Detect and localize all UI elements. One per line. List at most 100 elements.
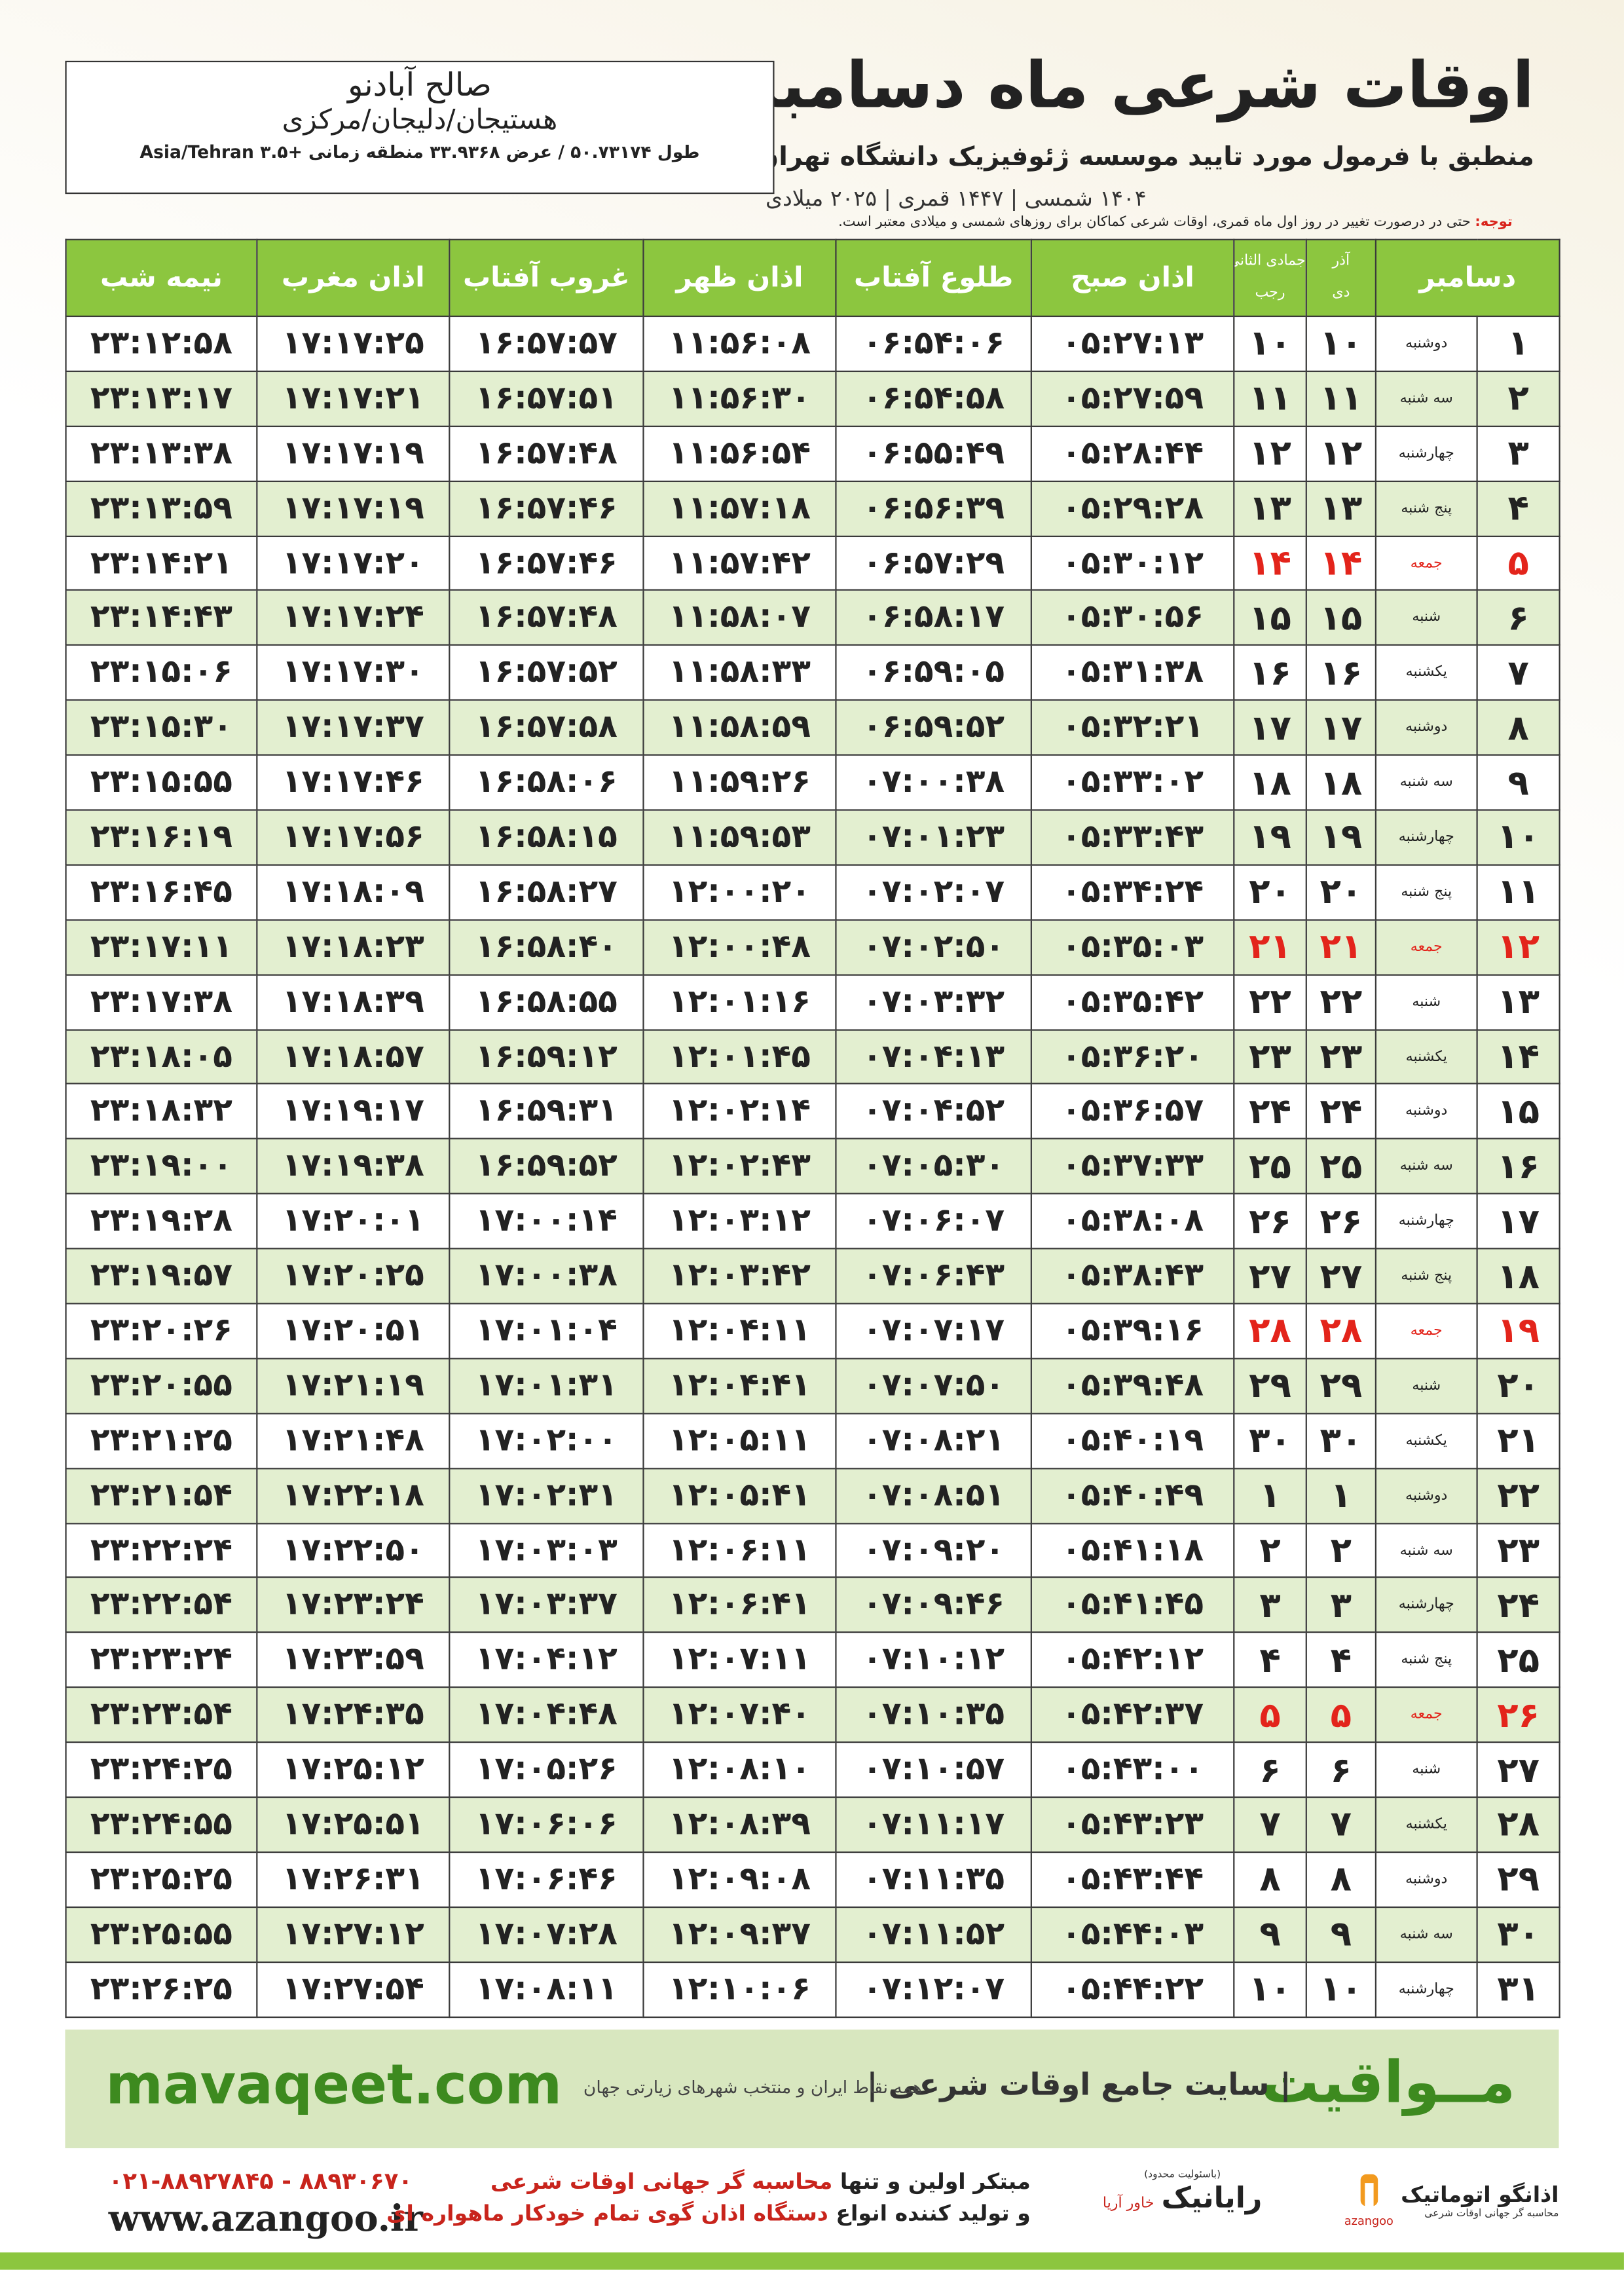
header-sub: جمادی الثانی (1234, 253, 1306, 270)
lunar-day: ۱۷ (1233, 699, 1307, 756)
midnight: ۲۳:۱۹:۲۸ (65, 1193, 258, 1250)
sunrise: ۰۷:۱۱:۳۵ (835, 1851, 1032, 1908)
table-row: ۲ سه شنبه ۱۱ ۱۱ ۰۵:۲۷:۵۹ ۰۶:۵۴:۵۸ ۱۱:۵۶:۳۰ ۱۶:۵… (65, 370, 1560, 427)
table-row: ۳۱ چهارشنبه ۱۰ ۱۰ ۰۵:۴۴:۲۲ ۰۷:۱۲:۰۷ ۱۲:۱۰:۰۶ ۱۷… (65, 1961, 1560, 2018)
promo-text: و تولید کننده انواع (836, 2200, 1031, 2227)
site-url[interactable]: mavaqeet.com (105, 2053, 563, 2117)
sunrise: ۰۷:۰۳:۳۲ (835, 973, 1032, 1030)
lunar-day: ۹ (1233, 1906, 1307, 1963)
dates: ۱۴۰۴ شمسی | ۱۴۴۷ قمری | ۲۰۲۵ میلادی (766, 185, 1147, 212)
fajr: ۰۵:۳۶:۲۰ (1030, 1028, 1235, 1085)
day-number: ۳۰ (1476, 1906, 1560, 1963)
dhuhr: ۱۲:۰۹:۰۸ (642, 1851, 837, 1908)
logo-rayanik: (باسئولیت محدود) رایانیک خاور آریا (1103, 2168, 1262, 2215)
sunset: ۱۶:۵۹:۵۲ (449, 1138, 644, 1195)
logo-icon (1360, 2174, 1378, 2206)
sunset: ۱۶:۵۷:۵۱ (449, 370, 644, 427)
midnight: ۲۳:۲۱:۵۴ (65, 1467, 258, 1524)
day-number: ۲۳ (1476, 1522, 1560, 1579)
location-region: هستیجان/دلیجان/مرکزی (282, 104, 558, 136)
sunset: ۱۶:۵۷:۴۸ (449, 589, 644, 646)
maghrib: ۱۷:۱۸:۲۳ (256, 919, 451, 976)
midnight: ۲۳:۱۲:۵۸ (65, 315, 258, 372)
weekday: دوشنبه (1375, 699, 1478, 756)
solar-day: ۱۰ (1305, 315, 1376, 372)
weekday: یکشنبه (1375, 1412, 1478, 1469)
dhuhr: ۱۲:۰۸:۳۹ (642, 1796, 837, 1853)
lunar-day: ۱۵ (1233, 589, 1307, 646)
sunrise: ۰۷:۰۶:۰۷ (835, 1193, 1032, 1250)
midnight: ۲۳:۲۲:۲۴ (65, 1522, 258, 1579)
sunrise: ۰۷:۰۴:۵۲ (835, 1083, 1032, 1140)
lunar-day: ۶ (1233, 1741, 1307, 1798)
table-row: ۳ چهارشنبه ۱۲ ۱۲ ۰۵:۲۸:۴۴ ۰۶:۵۵:۴۹ ۱۱:۵۶:۵۴ ۱۶:… (65, 425, 1560, 482)
day-number: ۱۸ (1476, 1248, 1560, 1305)
table-row: ۱۶ سه شنبه ۲۵ ۲۵ ۰۵:۳۷:۳۳ ۰۷:۰۵:۳۰ ۱۲:۰۲:۴۳ ۱۶:… (65, 1138, 1560, 1195)
midnight: ۲۳:۱۵:۰۶ (65, 644, 258, 701)
header-sub: دی (1332, 285, 1350, 301)
midnight: ۲۳:۱۳:۵۹ (65, 480, 258, 537)
maghrib: ۱۷:۱۹:۳۸ (256, 1138, 451, 1195)
weekday: جمعه (1375, 1686, 1478, 1743)
sunset: ۱۷:۰۳:۳۷ (449, 1577, 644, 1634)
dhuhr: ۱۱:۵۸:۵۹ (642, 699, 837, 756)
weekday: شنبه (1375, 973, 1478, 1030)
sunrise: ۰۷:۱۰:۱۲ (835, 1631, 1032, 1688)
fajr: ۰۵:۴۱:۴۵ (1030, 1577, 1235, 1634)
midnight: ۲۳:۲۳:۵۴ (65, 1686, 258, 1743)
fajr: ۰۵:۴۱:۱۸ (1030, 1522, 1235, 1579)
dhuhr: ۱۱:۵۶:۰۸ (642, 315, 837, 372)
dhuhr: ۱۱:۵۷:۴۲ (642, 534, 837, 591)
sunrise: ۰۷:۰۵:۳۰ (835, 1138, 1032, 1195)
solar-day: ۲۲ (1305, 973, 1376, 1030)
sunrise: ۰۷:۰۴:۱۳ (835, 1028, 1032, 1085)
solar-day: ۱۶ (1305, 644, 1376, 701)
midnight: ۲۳:۱۷:۱۱ (65, 919, 258, 976)
maghrib: ۱۷:۱۷:۲۵ (256, 315, 451, 372)
sunrise: ۰۶:۵۵:۴۹ (835, 425, 1032, 482)
midnight: ۲۳:۲۵:۲۵ (65, 1851, 258, 1908)
url[interactable]: www.azangoo.ir (108, 2197, 424, 2240)
logo-text: رایانیک (1161, 2180, 1263, 2215)
location-name: صالح آبادنو (347, 67, 492, 105)
dhuhr: ۱۱:۵۹:۵۳ (642, 809, 837, 866)
weekday: یکشنبه (1375, 1796, 1478, 1853)
day-number: ۲۰ (1476, 1358, 1560, 1415)
maghrib: ۱۷:۲۰:۲۵ (256, 1248, 451, 1305)
day-number: ۱ (1476, 315, 1560, 372)
weekday: چهارشنبه (1375, 1577, 1478, 1634)
dhuhr: ۱۱:۵۸:۰۷ (642, 589, 837, 646)
day-number: ۱۹ (1476, 1303, 1560, 1360)
day-number: ۳ (1476, 425, 1560, 482)
table-row: ۹ سه شنبه ۱۸ ۱۸ ۰۵:۳۳:۰۲ ۰۷:۰۰:۳۸ ۱۱:۵۹:۲۶ ۱۶:۵… (65, 754, 1560, 811)
weekday: پنج شنبه (1375, 1248, 1478, 1305)
solar-day: ۱۲ (1305, 425, 1376, 482)
header-cell: آذر دی (1305, 238, 1376, 318)
phone: ۰۲۱-۸۸۹۲۷۸۴۵ - ۸۸۹۳۰۶۷۰ (108, 2167, 413, 2195)
day-number: ۴ (1476, 480, 1560, 537)
maghrib: ۱۷:۱۷:۳۰ (256, 644, 451, 701)
table-row: ۵ جمعه ۱۴ ۱۴ ۰۵:۳۰:۱۲ ۰۶:۵۷:۲۹ ۱۱:۵۷:۴۲ ۱۶:۵۷:۴… (65, 534, 1560, 591)
fajr: ۰۵:۳۸:۰۸ (1030, 1193, 1235, 1250)
dhuhr: ۱۲:۰۳:۴۲ (642, 1248, 837, 1305)
table-row: ۲۵ پنج شنبه ۴ ۴ ۰۵:۴۲:۱۲ ۰۷:۱۰:۱۲ ۱۲:۰۷:۱۱ ۱۷:۰… (65, 1631, 1560, 1688)
sunrise: ۰۶:۵۸:۱۷ (835, 589, 1032, 646)
weekday: پنج شنبه (1375, 480, 1478, 537)
weekday: دوشنبه (1375, 315, 1478, 372)
sunset: ۱۶:۵۸:۴۰ (449, 919, 644, 976)
table-row: ۴ پنج شنبه ۱۳ ۱۳ ۰۵:۲۹:۲۸ ۰۶:۵۶:۳۹ ۱۱:۵۷:۱۸ ۱۶:… (65, 480, 1560, 537)
table-row: ۱۱ پنج شنبه ۲۰ ۲۰ ۰۵:۳۴:۲۴ ۰۷:۰۲:۰۷ ۱۲:۰۰:۲۰ ۱۶… (65, 864, 1560, 921)
midnight: ۲۳:۲۰:۲۶ (65, 1303, 258, 1360)
day-number: ۲۲ (1476, 1467, 1560, 1524)
midnight: ۲۳:۱۳:۳۸ (65, 425, 258, 482)
table-row: ۱۲ جمعه ۲۱ ۲۱ ۰۵:۳۵:۰۳ ۰۷:۰۲:۵۰ ۱۲:۰۰:۴۸ ۱۶:۵۸:… (65, 919, 1560, 976)
fajr: ۰۵:۳۲:۲۱ (1030, 699, 1235, 756)
lunar-day: ۱۸ (1233, 754, 1307, 811)
midnight: ۲۳:۲۶:۲۵ (65, 1961, 258, 2018)
day-number: ۹ (1476, 754, 1560, 811)
day-number: ۷ (1476, 644, 1560, 701)
header-cell: نیمه شب (65, 238, 258, 318)
day-number: ۱۰ (1476, 809, 1560, 866)
midnight: ۲۳:۲۴:۲۵ (65, 1741, 258, 1798)
